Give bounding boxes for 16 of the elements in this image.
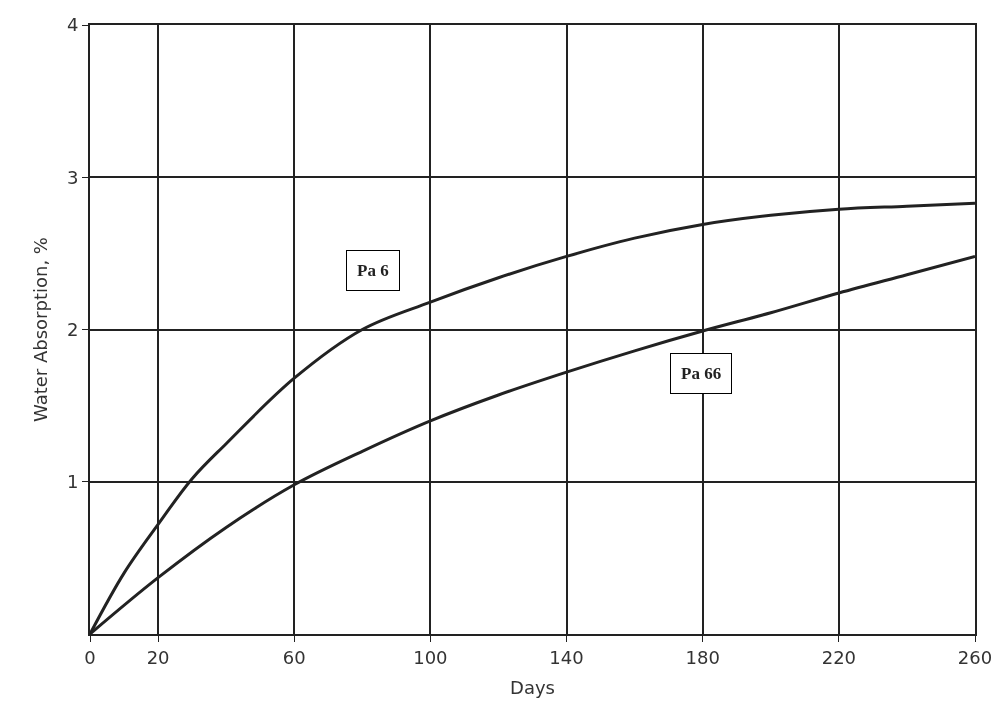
series-label: Pa 66 bbox=[681, 364, 722, 383]
text: Pa 6 bbox=[357, 261, 389, 280]
x-tick-label: 220 bbox=[821, 646, 857, 668]
x-tick-label: 100 bbox=[413, 646, 448, 668]
y-tick-label: 2 bbox=[66, 318, 79, 340]
y-axis-title: Water Absorption, % bbox=[29, 237, 51, 422]
x-tick-label: 140 bbox=[549, 646, 584, 668]
x-tick-label: 180 bbox=[685, 646, 720, 668]
y-tick-label: 3 bbox=[66, 166, 79, 188]
x-tick-label: 0 bbox=[84, 646, 96, 668]
x-tick-label: 60 bbox=[282, 646, 306, 668]
x-tick-label: 20 bbox=[146, 646, 170, 668]
x-tick-label: 260 bbox=[957, 646, 993, 668]
y-tick-label: 4 bbox=[66, 14, 79, 36]
x-axis-title: Days bbox=[510, 677, 555, 699]
y-tick-label: 1 bbox=[66, 471, 79, 493]
